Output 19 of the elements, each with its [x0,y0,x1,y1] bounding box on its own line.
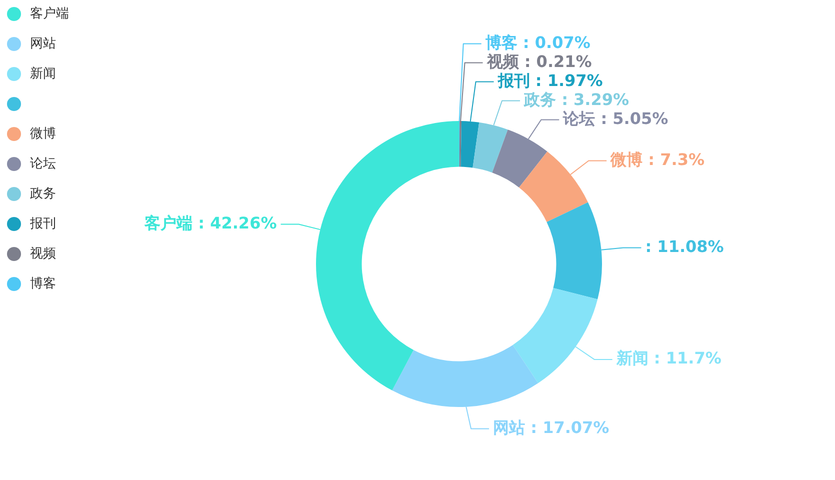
legend-label: 博客 [30,275,56,292]
category-label: 客户端 : 42.26% [144,213,277,232]
category-label: 新闻 : 11.7% [616,348,722,368]
category-label: 网站 : 17.07% [493,418,610,437]
category-label: 论坛 : 5.05% [563,108,668,128]
legend-label: 报刊 [29,216,56,232]
legend-label: 微博 [30,126,56,142]
category-label: 政务 : 3.29% [524,90,630,109]
data-label: : 11.08% [645,236,724,256]
category-label: 报刊 : 1.97% [498,70,603,90]
category-label: 博客 : 0.07% [485,32,590,52]
category-label: 视频 : 0.21% [486,52,592,71]
category-label: 微博 : 7.3% [610,150,705,169]
legend-label: 视频 [30,246,56,262]
legend-label: 网站 [30,36,56,52]
legend-label: 客户端 [30,5,69,22]
legend-label: 政务 [30,186,56,202]
legend-label: 新闻 [30,66,56,82]
legend-label: 论坛 [30,156,56,172]
